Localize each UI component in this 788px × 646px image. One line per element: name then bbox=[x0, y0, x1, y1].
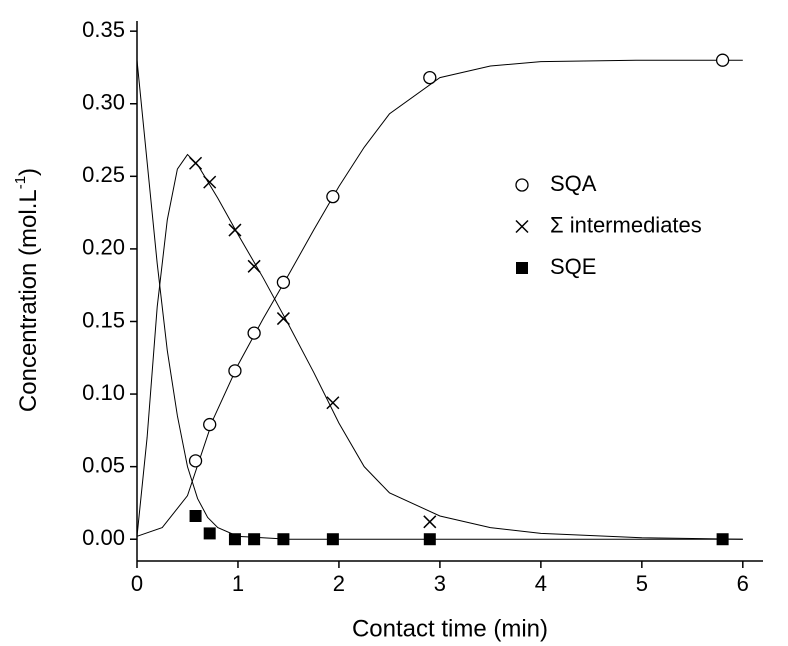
y-tick-label: 0.30 bbox=[82, 90, 125, 115]
y-tick-label: 0.05 bbox=[82, 452, 125, 477]
marker-cross bbox=[276, 312, 290, 326]
marker-square bbox=[277, 533, 290, 546]
x-tick-label: 2 bbox=[333, 571, 345, 596]
fit-curve bbox=[136, 153, 743, 540]
y-tick-label: 0.25 bbox=[82, 162, 125, 187]
marker-circle bbox=[423, 70, 437, 85]
x-tick-label: 5 bbox=[636, 571, 648, 596]
y-axis-label-main: Concentration (mol.L bbox=[15, 189, 42, 412]
marker-circle bbox=[247, 326, 261, 340]
x-tick-label: 6 bbox=[737, 571, 749, 596]
x-tick-label: 4 bbox=[535, 571, 547, 596]
marker-circle bbox=[203, 417, 217, 432]
marker-cross bbox=[247, 259, 261, 273]
x-tick-label: 3 bbox=[434, 571, 446, 596]
marker-cross bbox=[203, 175, 217, 189]
legend-marker bbox=[515, 219, 529, 234]
x-tick-label: 1 bbox=[232, 571, 244, 596]
marker-square bbox=[189, 510, 202, 522]
y-tick-label: 0.00 bbox=[82, 525, 125, 550]
marker-circle bbox=[276, 275, 291, 289]
y-tick-label: 0.20 bbox=[82, 235, 125, 260]
marker-circle bbox=[228, 364, 242, 378]
marker-square bbox=[203, 527, 216, 540]
x-axis-label: Contact time (min) bbox=[352, 615, 548, 642]
y-tick-label: 0.35 bbox=[82, 17, 125, 42]
marker-cross bbox=[189, 156, 203, 170]
y-axis-label: Concentration (mol.L-1) bbox=[12, 168, 42, 412]
marker-square bbox=[228, 533, 241, 546]
y-tick-label: 0.15 bbox=[82, 307, 125, 332]
marker-square bbox=[716, 533, 729, 546]
marker-circle bbox=[715, 53, 730, 67]
y-axis-label-tail: ) bbox=[15, 168, 42, 176]
marker-cross bbox=[423, 515, 437, 529]
marker-square bbox=[248, 533, 261, 546]
marker-cross bbox=[228, 223, 242, 237]
legend-marker bbox=[515, 178, 529, 192]
legend-marker bbox=[516, 262, 528, 274]
marker-square bbox=[326, 533, 339, 546]
legend-label: SQE bbox=[550, 254, 596, 279]
fit-curve bbox=[136, 59, 743, 537]
y-axis-label-sup: -1 bbox=[12, 176, 29, 189]
marker-cross bbox=[326, 396, 340, 410]
legend-label: Σ intermediates bbox=[550, 212, 702, 237]
y-tick-label: 0.10 bbox=[82, 380, 125, 405]
marker-circle bbox=[188, 454, 203, 468]
marker-circle bbox=[326, 189, 340, 204]
marker-square bbox=[423, 533, 436, 546]
legend-label: SQA bbox=[550, 171, 597, 196]
fit-curve bbox=[136, 60, 743, 540]
x-tick-label: 0 bbox=[131, 571, 143, 596]
